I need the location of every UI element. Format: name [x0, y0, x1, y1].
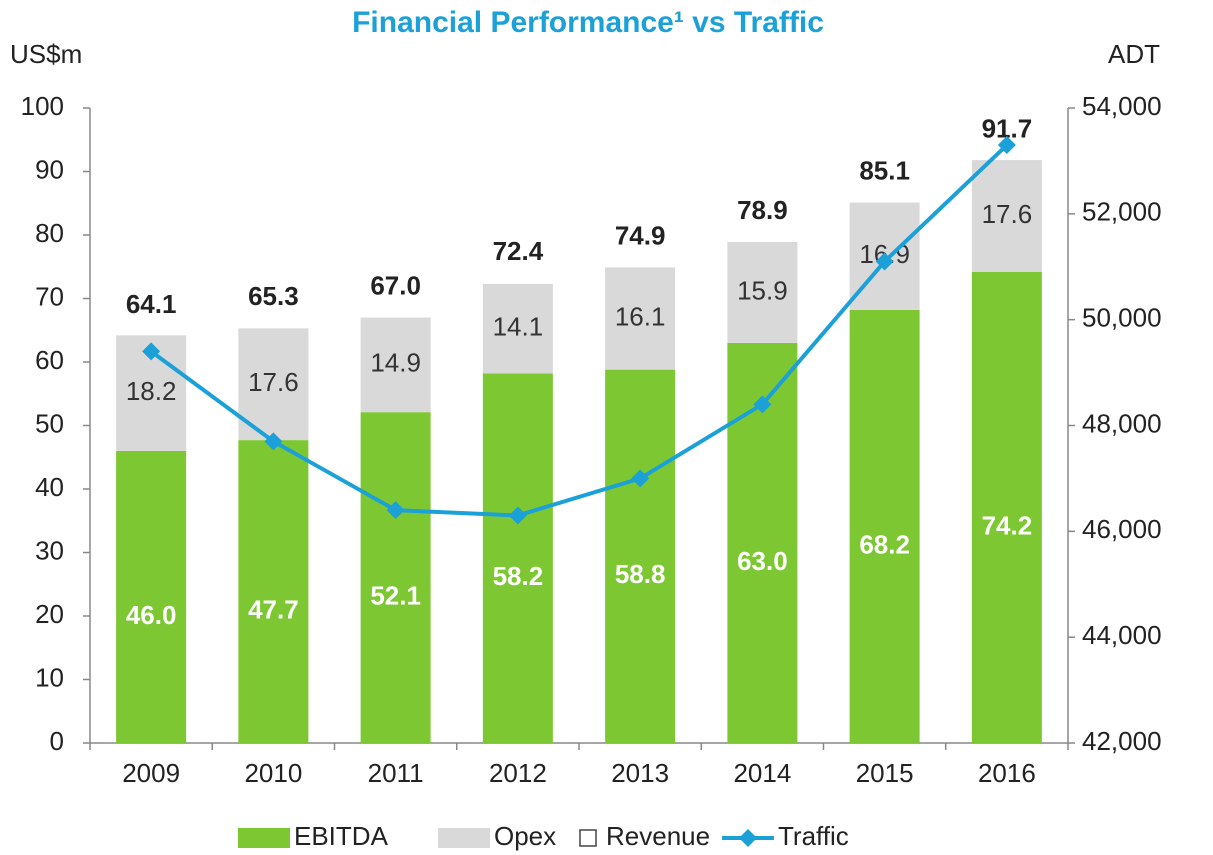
data-label: 74.2: [982, 510, 1033, 540]
data-label: 68.2: [859, 529, 910, 559]
bar-segment: [238, 328, 309, 441]
y2-tick-label: 44,000: [1082, 620, 1162, 650]
y2-tick-label: 52,000: [1082, 197, 1162, 227]
data-label: 46.0: [126, 600, 177, 630]
data-label: 17.6: [248, 367, 299, 397]
y-tick-label: 80: [35, 218, 64, 248]
bar-segment: [971, 271, 1042, 743]
data-label: 17.6: [982, 199, 1033, 229]
bar-segment: [360, 412, 431, 743]
data-label: 14.1: [493, 312, 544, 342]
total-label: 64.1: [126, 289, 177, 319]
data-label: 63.0: [737, 546, 788, 576]
data-label: 47.7: [248, 594, 299, 624]
total-label: 78.9: [737, 195, 788, 225]
y2-axis-label: ADT: [1108, 39, 1160, 69]
y2-tick-label: 46,000: [1082, 514, 1162, 544]
traffic-marker: [264, 432, 283, 451]
x-tick-label: 2009: [122, 758, 180, 788]
total-label: 85.1: [859, 155, 910, 185]
traffic-marker: [508, 506, 527, 525]
bar-segment: [849, 309, 920, 743]
bar-segment: [482, 373, 553, 743]
traffic-line: [149, 143, 1009, 518]
data-label: 52.1: [370, 580, 421, 610]
y-axis-label: US$m: [10, 39, 82, 69]
x-tick-label: 2013: [611, 758, 669, 788]
data-label: 58.8: [615, 559, 666, 589]
traffic-marker: [753, 395, 772, 414]
x-tick-label: 2012: [489, 758, 547, 788]
legend-swatch: [579, 829, 597, 847]
y2-tick-label: 42,000: [1082, 726, 1162, 756]
legend-swatch: [739, 829, 757, 847]
x-tick-label: 2016: [978, 758, 1036, 788]
y-tick-label: 0: [50, 726, 64, 756]
data-label: 16.1: [615, 301, 666, 331]
y-tick-label: 10: [35, 662, 64, 692]
bar-segment: [238, 440, 309, 743]
data-label: 18.2: [126, 376, 177, 406]
y-tick-label: 30: [35, 535, 64, 565]
bar-segment: [727, 241, 798, 343]
legend-label: Traffic: [778, 821, 849, 851]
legend-label: EBITDA: [294, 821, 389, 851]
y-tick-label: 90: [35, 154, 64, 184]
total-label: 74.9: [615, 220, 666, 250]
bar-segment: [116, 450, 187, 743]
chart-title: Financial Performance¹ vs Traffic: [352, 6, 824, 39]
legend-label: Revenue: [606, 821, 710, 851]
y-tick-label: 60: [35, 345, 64, 375]
traffic-marker: [631, 469, 650, 488]
bar-segment: [360, 317, 431, 413]
x-tick-label: 2014: [733, 758, 791, 788]
y2-tick-label: 50,000: [1082, 303, 1162, 333]
traffic-marker: [875, 252, 894, 271]
bar-segment: [482, 283, 553, 374]
data-label: 14.9: [370, 348, 421, 378]
y2-tick-label: 48,000: [1082, 408, 1162, 438]
y-tick-label: 20: [35, 599, 64, 629]
legend-swatch: [238, 828, 290, 848]
legend-label: Opex: [494, 821, 556, 851]
traffic-marker: [997, 136, 1016, 155]
y-tick-label: 70: [35, 281, 64, 311]
total-label: 67.0: [370, 270, 421, 300]
data-label: 58.2: [493, 561, 544, 591]
x-tick-label: 2015: [856, 758, 914, 788]
data-label: 15.9: [737, 275, 788, 305]
x-tick-label: 2011: [368, 758, 424, 788]
y2-tick-label: 54,000: [1082, 91, 1162, 121]
traffic-marker: [386, 501, 405, 520]
bar-segment: [605, 267, 676, 370]
total-label: 65.3: [248, 281, 299, 311]
total-label: 72.4: [493, 236, 544, 266]
bar-segment: [605, 369, 676, 743]
y-tick-label: 40: [35, 472, 64, 502]
bar-segment: [971, 160, 1042, 272]
traffic-marker: [142, 342, 161, 361]
y-tick-label: 100: [21, 91, 64, 121]
y-tick-label: 50: [35, 408, 64, 438]
x-tick-label: 2010: [244, 758, 302, 788]
legend-swatch: [438, 828, 490, 848]
